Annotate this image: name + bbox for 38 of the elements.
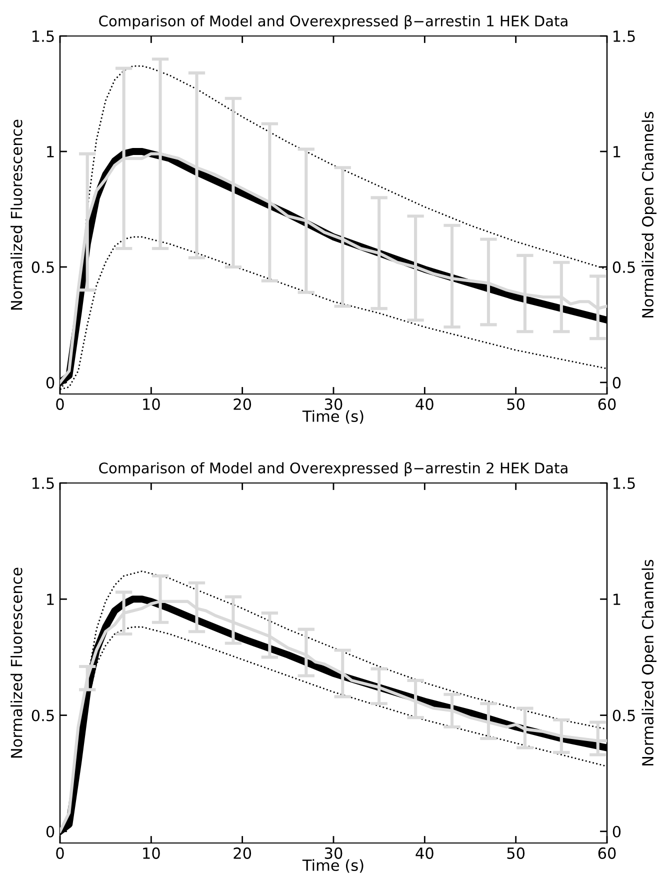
x-tick-label: 30 xyxy=(324,398,342,410)
x-tick-label: 0 xyxy=(56,847,64,859)
y2-tick-label: 1 xyxy=(614,594,620,605)
y2-tick-label: 0 xyxy=(612,826,621,838)
y2-tick-label: 1 xyxy=(614,146,620,158)
y-axis-title: Normalized Fluorescence xyxy=(10,568,22,758)
x-axis-title: Time (s) xyxy=(302,859,364,873)
x-tick-label: 30 xyxy=(324,847,342,859)
chart-title: Comparison of Model and Overexpressed β−arrestin 1 HEK Data xyxy=(99,15,568,30)
y2-axis-title: Normalized Open Channels xyxy=(642,560,656,766)
y2-tick-label: 0 xyxy=(612,376,621,388)
y2-tick-label: 1.5 xyxy=(614,478,635,490)
y2-axis-title: Normalized Open Channels xyxy=(642,112,656,318)
y2-tick-label: 0.5 xyxy=(612,261,635,273)
y-tick-label: 1.5 xyxy=(32,478,54,490)
x-tick-label: 50 xyxy=(507,847,525,859)
y2-tick-label: 1.5 xyxy=(614,30,635,42)
x-tick-label: 40 xyxy=(416,847,434,859)
x-tick-label: 40 xyxy=(416,398,434,410)
chart-title: Comparison of Model and Overexpressed β−arrestin 2 HEK Data xyxy=(99,462,568,476)
y-tick-label: 1.5 xyxy=(32,30,54,42)
y-axis-title: Normalized Fluorescence xyxy=(10,120,22,310)
x-tick-label: 60 xyxy=(598,398,616,410)
x-tick-label: 20 xyxy=(234,847,252,859)
y-tick-label: 0.5 xyxy=(32,261,54,273)
x-tick-label: 10 xyxy=(143,847,160,859)
y-tick-label: 1 xyxy=(47,146,54,158)
x-axis-title: Time (s) xyxy=(302,410,364,424)
y-tick-label: 0 xyxy=(46,376,54,388)
x-tick-label: 0 xyxy=(56,398,64,410)
y-tick-label: 1 xyxy=(47,594,54,605)
y2-tick-label: 0.5 xyxy=(612,710,635,722)
y-tick-label: 0 xyxy=(46,826,54,838)
x-tick-label: 60 xyxy=(598,847,616,859)
x-tick-label: 50 xyxy=(507,398,525,410)
y-tick-label: 0.5 xyxy=(32,710,54,722)
x-tick-label: 10 xyxy=(143,398,160,410)
x-tick-label: 20 xyxy=(234,398,252,410)
